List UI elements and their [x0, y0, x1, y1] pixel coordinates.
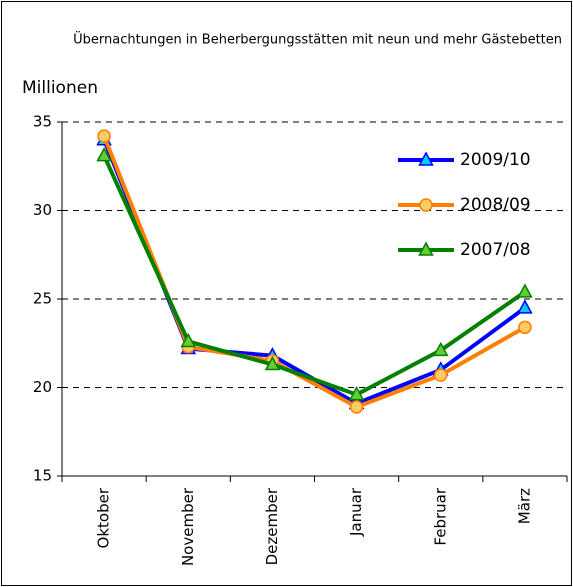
- marker: [180, 332, 197, 348]
- x-tick-label: Oktober: [95, 487, 113, 548]
- y-tick-label: 20: [33, 378, 52, 396]
- legend-label: 2008/09: [460, 195, 531, 215]
- series: [96, 147, 533, 401]
- y-tick-label: 25: [33, 290, 52, 308]
- legend-marker: [419, 198, 433, 212]
- y-tick-label: 30: [33, 201, 52, 219]
- marker: [517, 283, 533, 298]
- legend-label: 2009/10: [460, 150, 531, 170]
- x-tick-label: November: [179, 487, 197, 566]
- marker: [264, 355, 281, 371]
- marker: [96, 147, 112, 162]
- marker: [518, 320, 532, 335]
- line: [102, 154, 527, 397]
- y-tick-label: 35: [33, 113, 52, 131]
- marker: [434, 368, 448, 382]
- legend-marker: [418, 151, 434, 166]
- legend-label: 2007/08: [460, 240, 531, 260]
- marker: [348, 386, 365, 401]
- x-tick-label: Dezember: [263, 487, 281, 565]
- x-tick-label: März: [515, 488, 533, 524]
- x-tick-label: Februar: [431, 487, 449, 545]
- y-tick-label: 15: [33, 467, 52, 485]
- y-axis-label: Millionen: [22, 78, 98, 98]
- legend-marker: [418, 241, 434, 256]
- marker: [349, 400, 364, 414]
- chart-title: Übernachtungen in Beherbergungsstätten m…: [73, 31, 562, 48]
- marker: [517, 299, 533, 314]
- x-tick-label: Januar: [347, 487, 365, 537]
- marker: [97, 129, 111, 143]
- marker: [432, 341, 449, 357]
